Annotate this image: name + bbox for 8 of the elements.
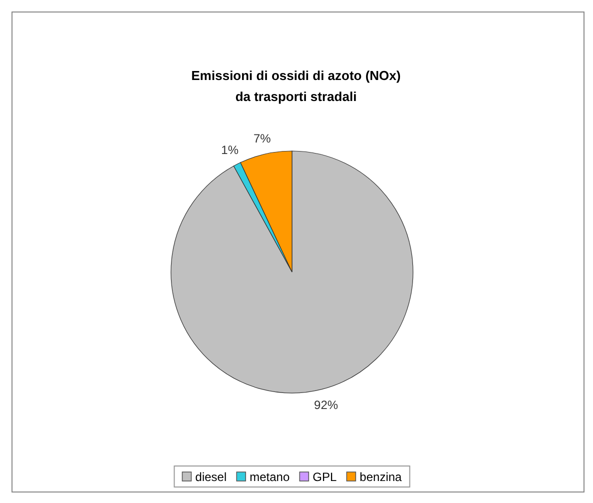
data-label: 92% — [314, 398, 338, 412]
chart-title: Emissioni di ossidi di azoto (NOx) da trasporti stradali — [191, 68, 401, 104]
legend-label: metano — [250, 470, 290, 484]
legend-label: benzina — [360, 470, 402, 484]
data-label: 1% — [221, 143, 239, 158]
legend-label: GPL — [312, 470, 337, 484]
data-label: 7% — [253, 132, 272, 146]
legend-label: diesel — [195, 470, 227, 484]
